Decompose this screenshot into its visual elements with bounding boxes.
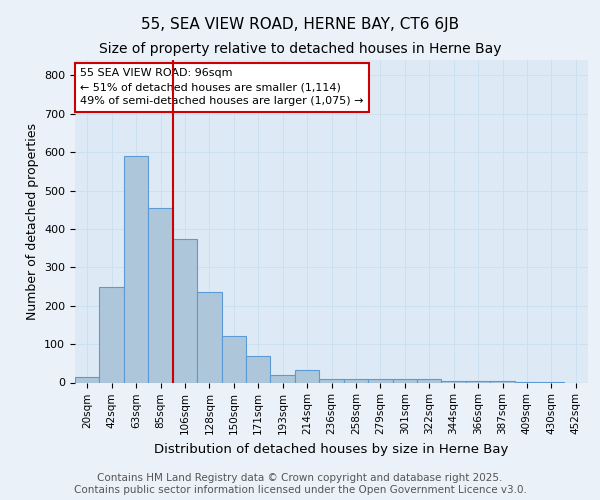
Bar: [246, 356, 271, 382]
Bar: [271, 375, 295, 382]
Text: Contains HM Land Registry data © Crown copyright and database right 2025.
Contai: Contains HM Land Registry data © Crown c…: [74, 474, 526, 495]
Bar: [442, 380, 466, 382]
Bar: [466, 381, 490, 382]
X-axis label: Distribution of detached houses by size in Herne Bay: Distribution of detached houses by size …: [154, 442, 509, 456]
Bar: [148, 208, 173, 382]
Bar: [75, 376, 100, 382]
Bar: [173, 238, 197, 382]
Text: 55 SEA VIEW ROAD: 96sqm
← 51% of detached houses are smaller (1,114)
49% of semi: 55 SEA VIEW ROAD: 96sqm ← 51% of detache…: [80, 68, 364, 106]
Bar: [124, 156, 148, 382]
Bar: [319, 378, 344, 382]
Bar: [368, 378, 392, 382]
Text: Size of property relative to detached houses in Herne Bay: Size of property relative to detached ho…: [99, 42, 501, 56]
Text: 55, SEA VIEW ROAD, HERNE BAY, CT6 6JB: 55, SEA VIEW ROAD, HERNE BAY, CT6 6JB: [141, 18, 459, 32]
Bar: [221, 336, 246, 382]
Bar: [295, 370, 319, 382]
Bar: [344, 378, 368, 382]
Bar: [417, 380, 442, 382]
Bar: [392, 380, 417, 382]
Bar: [197, 292, 221, 382]
Y-axis label: Number of detached properties: Number of detached properties: [26, 122, 38, 320]
Bar: [100, 286, 124, 382]
